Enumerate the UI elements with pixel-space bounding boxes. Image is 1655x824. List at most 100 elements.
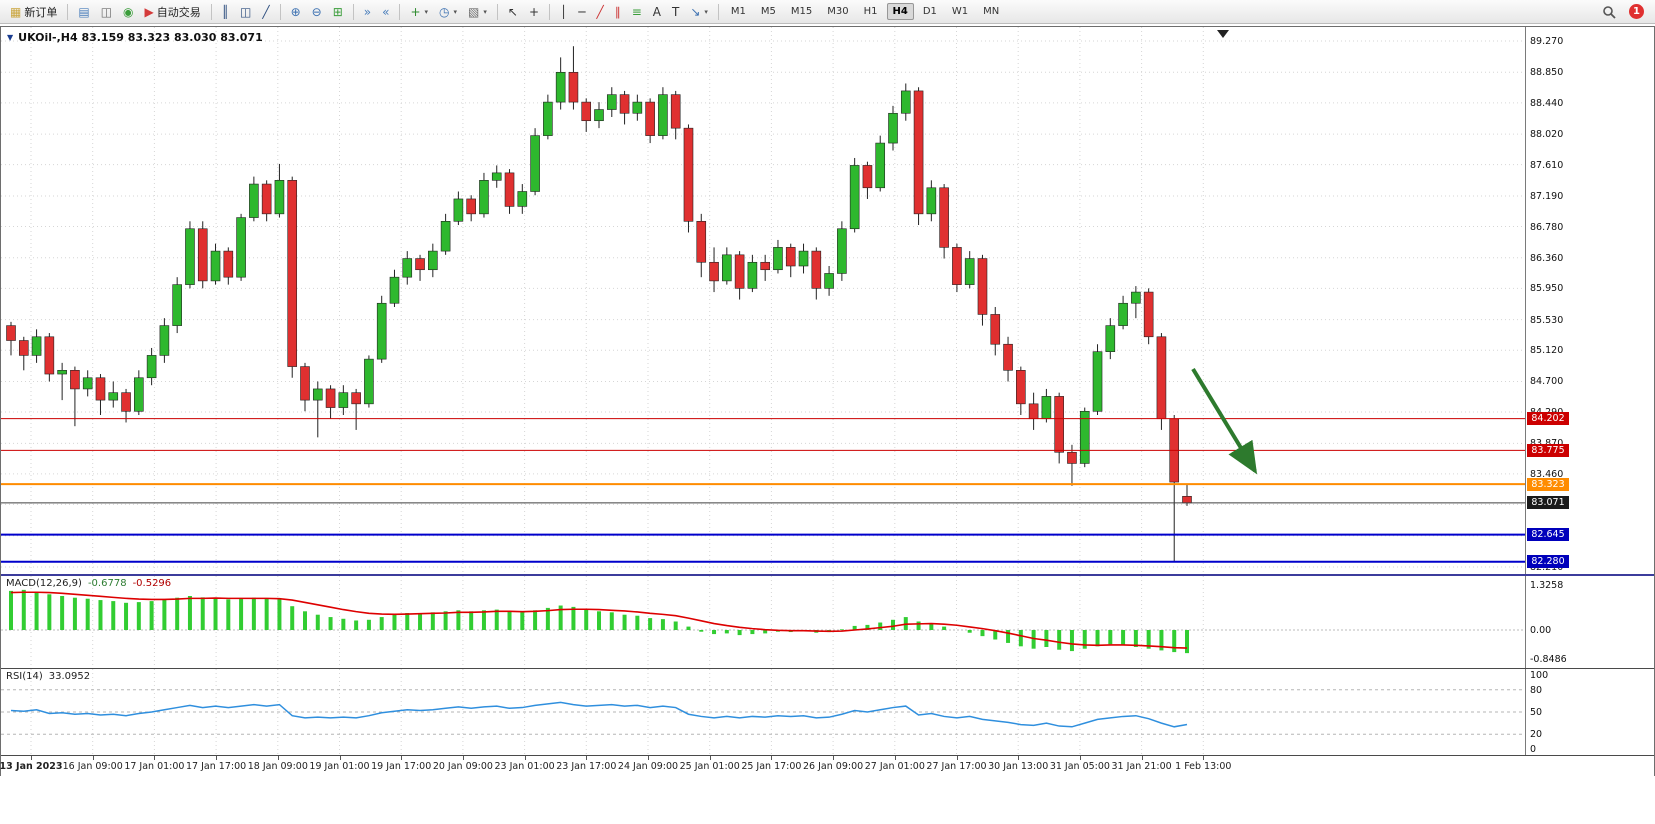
time-axis-label: 25 Jan 01:00 [679,761,740,772]
time-axis-label: 30 Jan 13:00 [988,761,1049,772]
time-axis-label: 19 Jan 17:00 [371,761,432,772]
cursor-icon[interactable]: ↖ [503,1,523,22]
crosshair-icon: + [528,4,539,19]
timeframe-d1[interactable]: D1 [922,6,937,17]
bar-chart-icon[interactable]: ║ [217,1,234,22]
text-icon[interactable]: A [648,1,666,22]
macd-name: MACD(12,26,9) [6,578,82,589]
rsi-axis-label: 50 [1530,707,1543,718]
time-axis-tick [771,756,773,760]
timeframe-m30[interactable]: M30 [827,6,849,17]
price-axis-label: 89.270 [1530,36,1564,47]
auto-scroll-icon: » [363,4,372,19]
timeframe-w1[interactable]: W1 [951,6,969,17]
cursor-icon: ↖ [507,4,518,19]
auto-scroll-icon[interactable]: » [359,1,376,22]
notification-badge[interactable]: 1 [1629,4,1644,19]
zoom-in-icon[interactable]: ⊕ [286,1,306,22]
arrows-dropdown[interactable]: ↘ ▾ [685,1,713,22]
chart-shift-icon[interactable]: « [377,1,394,22]
candlestick-chart-icon[interactable]: ◫ [235,1,256,22]
periods-dropdown-icon: ◷ [439,4,450,19]
price-axis-label: 85.950 [1530,283,1564,295]
price-axis-label: 83.870 [1530,438,1563,449]
time-axis[interactable]: 13 Jan 2023 16 Jan 09:00 17 Jan 01:00 17 Ja… [0,756,1654,776]
price-scale[interactable]: 89.270 88.850 88.440 88.020 87.610 87.190 86.7… [1525,27,1654,574]
timeframe-m15[interactable]: M15 [790,6,813,17]
time-axis-label: 18 Jan 09:00 [247,761,308,772]
toolbar-separator [496,3,498,20]
chart-title-text: UKOil-,H4 83.159 83.323 83.030 83.071 [18,31,263,44]
text-label-icon[interactable]: T [667,1,684,22]
market-watch-icon[interactable]: ▤ [73,1,94,22]
rsi-scale[interactable]: 100 80 50 20 0 [1525,669,1654,755]
vertical-line-icon[interactable]: │ [555,1,572,22]
line-chart-icon: ╱ [262,4,270,19]
toolbar-separator [717,3,719,20]
rsi-name: RSI(14) [6,671,43,682]
chart-menu-caret-icon[interactable]: ▼ [7,33,14,42]
macd-signal-value: -0.5296 [132,578,172,589]
macd-scale[interactable]: 1.3258 0.00 -0.8486 [1525,576,1654,668]
macd-main-value: -0.6778 [87,578,127,589]
price-axis-label: 85.120 [1530,345,1564,357]
templates-dropdown-icon: ▧ [468,4,480,19]
time-axis-label: 25 Jan 17:00 [741,761,802,772]
trendline-icon[interactable]: ╱ [591,1,608,22]
fibonacci-icon[interactable]: ≡ [627,1,647,22]
price-axis-label: 87.190 [1530,190,1564,202]
navigator-icon[interactable]: ◉ [118,1,138,22]
zoom-out-icon[interactable]: ⊖ [307,1,327,22]
time-axis-tick [401,756,403,760]
timeframe-m5[interactable]: M5 [760,6,776,17]
timeframe-m1[interactable]: M1 [730,6,746,17]
time-axis-label: 31 Jan 05:00 [1049,761,1110,772]
candles [6,46,1192,562]
templates-dropdown[interactable]: ▧ ▾ [463,1,492,22]
time-axis-label: 27 Jan 17:00 [926,761,987,772]
line-chart-icon[interactable]: ╱ [257,1,274,22]
time-axis-tick [524,756,526,760]
time-axis-tick [1079,756,1081,760]
price-level-badge: 82.645 [1527,528,1569,542]
time-axis-tick [92,756,94,760]
macd-panel: MACD(12,26,9) -0.6778 -0.5296 1.3258 0.00… [1,576,1654,669]
horizontal-line-icon[interactable]: ─ [573,1,590,22]
time-axis-tick [154,756,156,760]
time-axis-tick [648,756,649,760]
trend-arrow-annotation[interactable] [1191,367,1258,475]
channel-icon[interactable]: ∥ [610,1,626,22]
caret-down-icon: ▾ [483,7,487,16]
toolbar-separator [399,3,401,20]
data-window-icon[interactable]: ◫ [96,1,117,22]
timeframe-h1[interactable]: H1 [863,6,878,17]
autotrading-button[interactable]: ▶ 自动交易 [140,1,206,22]
price-level-badge: 83.323 [1527,477,1569,491]
crosshair-icon[interactable]: + [524,1,544,22]
time-axis-label: 16 Jan 09:00 [62,761,123,772]
chart-shift-marker[interactable] [1217,30,1229,38]
time-axis-label: 17 Jan 01:00 [124,761,185,772]
time-axis-tick [216,756,218,760]
channel-icon: ∥ [614,4,621,19]
candlestick-chart[interactable] [1,27,1525,574]
tile-windows-icon[interactable]: ⊞ [328,1,348,22]
price-axis-label: 88.850 [1530,67,1564,79]
horizontal-level-lines[interactable] [1,418,1525,563]
time-axis-tick [586,756,588,760]
navigator-icon: ◉ [123,4,134,19]
indicators-dropdown[interactable]: + ▾ [405,1,433,22]
rsi-chart[interactable] [1,669,1525,755]
timeframe-mn[interactable]: MN [983,6,1000,17]
periods-dropdown[interactable]: ◷ ▾ [434,1,462,22]
autotrading-button-label: 自动交易 [156,5,201,19]
rsi-axis-label: 100 [1530,670,1549,681]
time-axis-tick [277,756,279,760]
new-order-button[interactable]: ▦ 新订单 [5,1,62,22]
search-button[interactable] [1597,1,1621,22]
chart-title: ▼ UKOil-,H4 83.159 83.323 83.030 83.071 [7,31,263,44]
price-axis-label: 88.020 [1530,129,1564,141]
timeframe-h4[interactable]: H4 [886,3,914,20]
macd-chart[interactable] [1,576,1525,668]
time-axis-label: 26 Jan 09:00 [803,761,864,772]
